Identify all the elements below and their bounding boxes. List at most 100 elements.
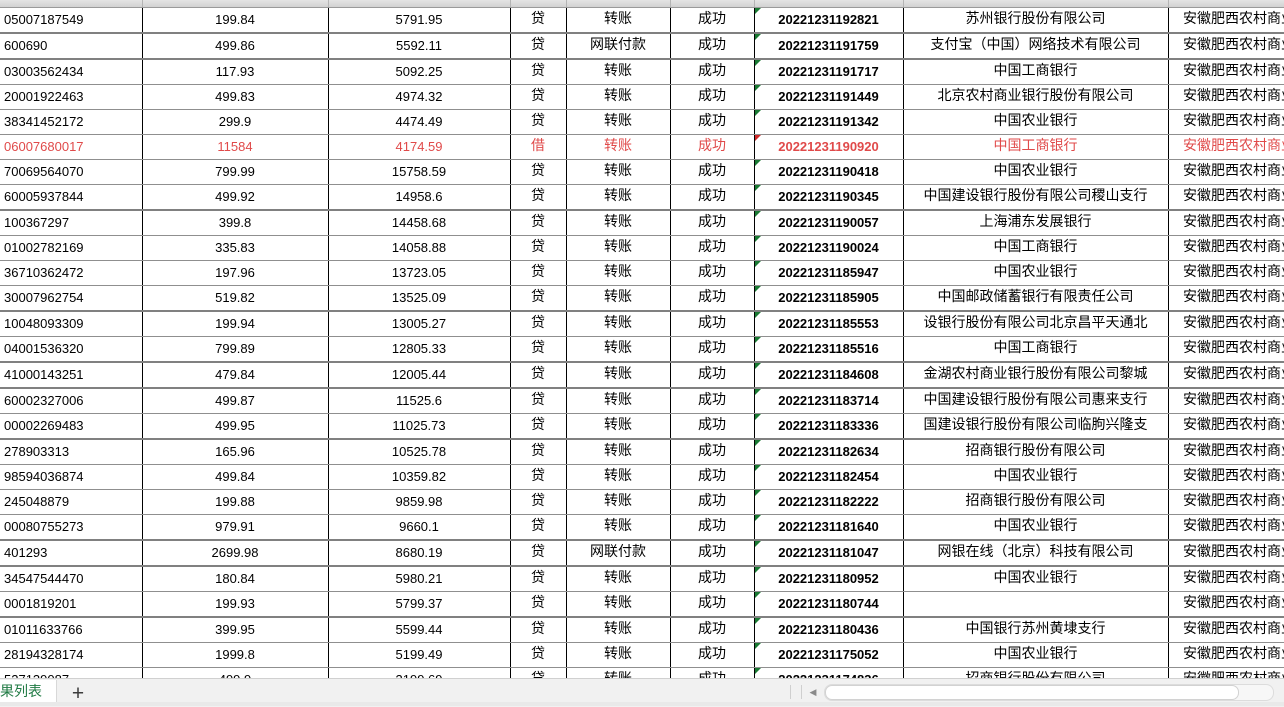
- cell-transaction-type[interactable]: 转账: [566, 209, 671, 236]
- cell-timestamp[interactable]: 20221231190418: [754, 159, 904, 185]
- cell-owner-bank[interactable]: 安徽肥西农村商业银行: [1168, 184, 1284, 211]
- cell-status[interactable]: 成功: [670, 32, 755, 60]
- cell-counterparty[interactable]: 设银行股份有限公司北京昌平天通北: [903, 310, 1169, 337]
- cell-account[interactable]: 20001922463: [0, 84, 143, 110]
- cell-status[interactable]: 成功: [670, 209, 755, 236]
- cell-transaction-type[interactable]: 转账: [566, 616, 671, 643]
- cell-debit-credit[interactable]: 贷: [510, 58, 567, 85]
- table-row[interactable]: 60005937844 499.92 14958.6 贷转账 成功 20221231190…: [0, 184, 1284, 211]
- cell-owner-bank[interactable]: 安徽肥西农村商业银行: [1168, 642, 1284, 668]
- cell-balance[interactable]: 5799.37: [328, 591, 511, 618]
- cell-balance[interactable]: 5199.49: [328, 642, 511, 668]
- cell-balance[interactable]: 12805.33: [328, 336, 511, 363]
- cell-counterparty[interactable]: 中国农业银行: [903, 514, 1169, 541]
- header-cell-owner-bank[interactable]: [1168, 0, 1284, 8]
- cell-transaction-type[interactable]: 转账: [566, 565, 671, 592]
- cell-amount[interactable]: 199.84: [142, 7, 329, 34]
- cell-counterparty[interactable]: 金湖农村商业银行股份有限公司黎城: [903, 361, 1169, 389]
- sheet-tab-active[interactable]: 果列表: [0, 680, 57, 706]
- cell-transaction-type[interactable]: 转账: [566, 235, 671, 261]
- cell-account[interactable]: 60005937844: [0, 184, 143, 211]
- cell-debit-credit[interactable]: 贷: [510, 642, 567, 668]
- cell-account[interactable]: 245048879: [0, 489, 143, 515]
- table-row[interactable]: 00080755273 979.91 9660.1 贷转账 成功 202212311816…: [0, 514, 1284, 541]
- cell-timestamp[interactable]: 20221231185947: [754, 260, 904, 286]
- cell-transaction-type[interactable]: 转账: [566, 58, 671, 85]
- cell-status[interactable]: 成功: [670, 616, 755, 643]
- cell-debit-credit[interactable]: 贷: [510, 310, 567, 337]
- cell-counterparty[interactable]: 中国农业银行: [903, 159, 1169, 185]
- cell-balance[interactable]: 5599.44: [328, 616, 511, 643]
- cell-owner-bank[interactable]: 安徽肥西农村商业银行: [1168, 7, 1284, 34]
- cell-counterparty[interactable]: 中国建设银行股份有限公司稷山支行: [903, 184, 1169, 211]
- cell-owner-bank[interactable]: 安徽肥西农村商业银行: [1168, 58, 1284, 85]
- cell-balance[interactable]: 15758.59: [328, 159, 511, 185]
- cell-balance[interactable]: 14458.68: [328, 209, 511, 236]
- cell-amount[interactable]: 199.93: [142, 591, 329, 618]
- cell-debit-credit[interactable]: 贷: [510, 7, 567, 34]
- cell-timestamp[interactable]: 20221231182454: [754, 464, 904, 490]
- cell-transaction-type[interactable]: 转账: [566, 285, 671, 312]
- cell-debit-credit[interactable]: 贷: [510, 387, 567, 414]
- cell-status[interactable]: 成功: [670, 642, 755, 668]
- cell-counterparty[interactable]: 中国邮政储蓄银行有限责任公司: [903, 285, 1169, 312]
- cell-debit-credit[interactable]: 贷: [510, 438, 567, 465]
- cell-timestamp[interactable]: 20221231184608: [754, 361, 904, 389]
- cell-account[interactable]: 28194328174: [0, 642, 143, 668]
- table-row[interactable]: 01002782169 335.83 14058.88 贷转账 成功 2022123119…: [0, 235, 1284, 261]
- cell-amount[interactable]: 519.82: [142, 285, 329, 312]
- cell-amount[interactable]: 199.94: [142, 310, 329, 337]
- cell-timestamp[interactable]: 20221231191449: [754, 84, 904, 110]
- cell-counterparty[interactable]: 中国农业银行: [903, 642, 1169, 668]
- cell-transaction-type[interactable]: 转账: [566, 464, 671, 490]
- table-row[interactable]: 100367297 399.8 14458.68 贷转账 成功 2022123119005…: [0, 209, 1284, 236]
- cell-status[interactable]: 成功: [670, 489, 755, 515]
- cell-timestamp[interactable]: 20221231191342: [754, 109, 904, 135]
- cell-amount[interactable]: 11584: [142, 134, 329, 160]
- cell-owner-bank[interactable]: 安徽肥西农村商业银行: [1168, 565, 1284, 592]
- cell-timestamp[interactable]: 20221231180436: [754, 616, 904, 643]
- cell-debit-credit[interactable]: 贷: [510, 159, 567, 185]
- cell-balance[interactable]: 10525.78: [328, 438, 511, 465]
- table-row[interactable]: 70069564070 799.99 15758.59 贷转账 成功 2022123119…: [0, 159, 1284, 185]
- cell-amount[interactable]: 799.99: [142, 159, 329, 185]
- table-row[interactable]: 36710362472 197.96 13723.05 贷转账 成功 2022123118…: [0, 260, 1284, 286]
- table-row[interactable]: 60002327006 499.87 11525.6 贷转账 成功 20221231183…: [0, 387, 1284, 414]
- cell-counterparty[interactable]: 上海浦东发展银行: [903, 209, 1169, 236]
- cell-status[interactable]: 成功: [670, 336, 755, 363]
- cell-account[interactable]: 10048093309: [0, 310, 143, 337]
- cell-debit-credit[interactable]: 贷: [510, 84, 567, 110]
- cell-status[interactable]: 成功: [670, 438, 755, 465]
- cell-amount[interactable]: 117.93: [142, 58, 329, 85]
- cell-debit-credit[interactable]: 贷: [510, 591, 567, 618]
- cell-status[interactable]: 成功: [670, 159, 755, 185]
- cell-transaction-type[interactable]: 转账: [566, 134, 671, 160]
- table-row[interactable]: 06007680017 11584 4174.59 借转账 成功 202212311909…: [0, 134, 1284, 160]
- header-cell-account[interactable]: [0, 0, 143, 8]
- table-row[interactable]: 41000143251 479.84 12005.44 贷转账 成功 2022123118…: [0, 361, 1284, 389]
- cell-timestamp[interactable]: 20221231183714: [754, 387, 904, 414]
- cell-timestamp[interactable]: 20221231180952: [754, 565, 904, 592]
- cell-owner-bank[interactable]: 安徽肥西农村商业银行: [1168, 667, 1284, 678]
- table-row[interactable]: 34547544470 180.84 5980.21 贷转账 成功 20221231180…: [0, 565, 1284, 592]
- cell-transaction-type[interactable]: 转账: [566, 184, 671, 211]
- cell-account[interactable]: 38341452172: [0, 109, 143, 135]
- cell-owner-bank[interactable]: 安徽肥西农村商业银行: [1168, 616, 1284, 643]
- cell-timestamp[interactable]: 20221231185553: [754, 310, 904, 337]
- cell-debit-credit[interactable]: 贷: [510, 514, 567, 541]
- cell-account[interactable]: 100367297: [0, 209, 143, 236]
- cell-timestamp[interactable]: 20221231192821: [754, 7, 904, 34]
- cell-owner-bank[interactable]: 安徽肥西农村商业银行: [1168, 361, 1284, 389]
- cell-counterparty[interactable]: 中国工商银行: [903, 58, 1169, 85]
- cell-owner-bank[interactable]: 安徽肥西农村商业银行: [1168, 489, 1284, 515]
- cell-balance[interactable]: 9660.1: [328, 514, 511, 541]
- cell-amount[interactable]: 499.95: [142, 413, 329, 440]
- cell-counterparty[interactable]: 招商银行股份有限公司: [903, 667, 1169, 678]
- cell-owner-bank[interactable]: 安徽肥西农村商业银行: [1168, 514, 1284, 541]
- cell-status[interactable]: 成功: [670, 310, 755, 337]
- cell-account[interactable]: 06007680017: [0, 134, 143, 160]
- scrollbar-thumb[interactable]: [825, 684, 1240, 700]
- scroll-left-arrow-icon[interactable]: ◀: [802, 684, 824, 700]
- cell-debit-credit[interactable]: 贷: [510, 489, 567, 515]
- cell-balance[interactable]: 11025.73: [328, 413, 511, 440]
